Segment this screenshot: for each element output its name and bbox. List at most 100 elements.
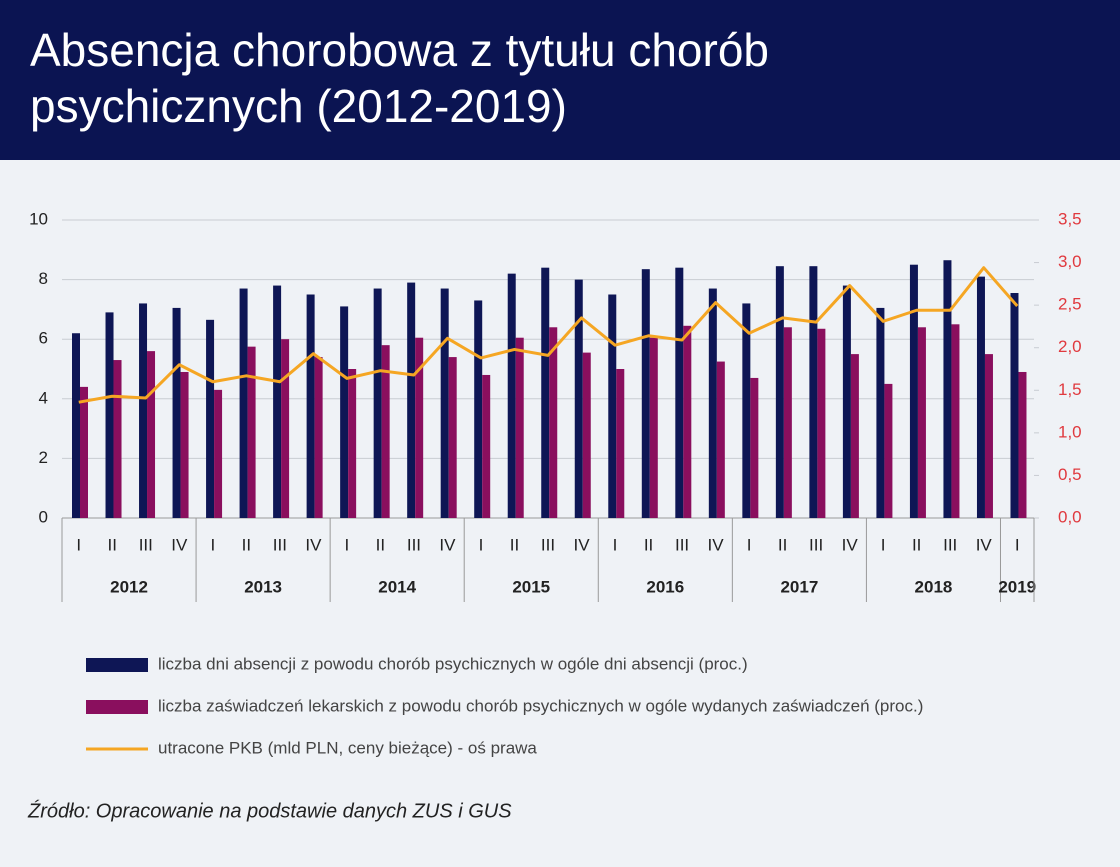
bar [649,337,658,518]
bar [976,276,985,518]
legend-label: liczba zaświadczeń lekarskich z powodu c… [158,696,923,715]
x-tick-label: III [943,535,957,554]
x-tick-label: IV [305,535,322,554]
bar [281,339,290,518]
x-group-label: 2017 [780,577,818,596]
bar [775,266,784,518]
line [78,266,1019,404]
bar [909,264,918,518]
bar [582,352,591,518]
y-tick-label: 0 [39,507,48,526]
x-group-label: 2014 [378,577,416,596]
y2-tick-label: 1,5 [1058,380,1082,399]
bar [708,288,717,518]
x-tick-label: IV [976,535,993,554]
x-tick-label: II [778,535,787,554]
bar [984,354,993,518]
y2-tick-label: 1,0 [1058,422,1082,441]
bar [876,307,885,518]
bar [373,288,382,518]
bar [742,303,751,518]
bar [641,269,650,518]
bar [943,260,952,518]
bar [616,369,625,518]
x-tick-label: IV [842,535,859,554]
bar [608,294,617,518]
y2-tick-label: 3,0 [1058,252,1082,271]
x-group-label: 2016 [646,577,684,596]
bar [1010,293,1019,518]
bar [440,288,449,518]
x-group-label: 2013 [244,577,282,596]
x-group-label: 2019 [998,577,1036,596]
x-tick-label: II [644,535,653,554]
bar [716,361,725,518]
y-tick-label: 10 [29,209,48,228]
y-tick-label: 8 [39,269,48,288]
bar [842,285,851,518]
bar [206,319,215,518]
x-tick-label: I [479,535,484,554]
bar [80,386,88,518]
bar [113,360,122,518]
y2-tick-label: 3,5 [1058,209,1082,228]
bar [172,307,181,518]
x-tick-label: IV [171,535,188,554]
bar [214,389,223,518]
x-tick-label: I [881,535,886,554]
x-group-label: 2015 [512,577,550,596]
y-tick-label: 2 [39,448,48,467]
bar [951,324,960,518]
bar [917,327,926,518]
y2-tick-label: 2,0 [1058,337,1082,356]
bar [314,357,323,518]
x-tick-label: I [1015,535,1020,554]
x-tick-label: I [210,535,215,554]
bar [541,267,550,518]
x-tick-label: II [242,535,251,554]
y2-tick-label: 0,5 [1058,465,1082,484]
y2-tick-label: 2,5 [1058,295,1082,314]
x-tick-label: IV [439,535,456,554]
bar [683,325,692,518]
bar [273,285,282,518]
legend-swatch [86,658,148,672]
x-tick-label: II [108,535,117,554]
x-tick-label: II [510,535,519,554]
bar [147,351,156,518]
y-tick-label: 6 [39,329,48,348]
bar [574,279,583,518]
bar [448,357,457,518]
x-tick-label: III [675,535,689,554]
bar [507,273,516,518]
bar [482,374,491,518]
bar [239,288,248,518]
bar [180,371,189,518]
y-tick-label: 4 [39,388,48,407]
bar [105,312,114,518]
legend-label: liczba dni absencji z powodu chorób psyc… [158,654,748,673]
bar [306,294,315,518]
bar [72,333,80,518]
bar [817,328,826,518]
source-note: Źródło: Opracowanie na podstawie danych … [27,799,512,822]
bar [809,266,818,518]
x-tick-label: II [912,535,921,554]
bar [515,337,524,518]
bar [783,327,792,518]
x-tick-label: I [747,535,752,554]
x-tick-label: I [76,535,81,554]
bar [750,377,759,518]
x-tick-label: IV [708,535,725,554]
chart-title: Absencja chorobowa z tytułu chorób psych… [30,24,769,132]
bar [474,300,483,518]
x-tick-label: III [273,535,287,554]
legend-label: utracone PKB (mld PLN, ceny bieżące) - o… [158,738,537,757]
x-tick-label: I [613,535,618,554]
bar [340,306,349,518]
x-tick-label: II [376,535,385,554]
bar [348,369,357,518]
